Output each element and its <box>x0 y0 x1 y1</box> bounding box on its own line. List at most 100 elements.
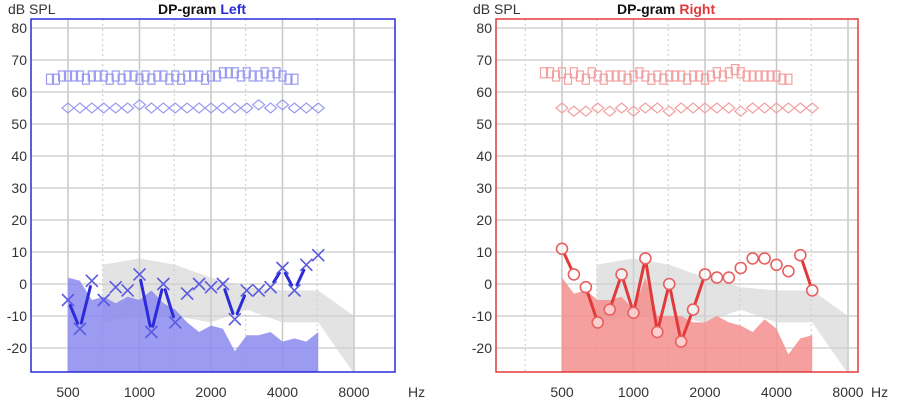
l1-level-marker <box>653 70 662 82</box>
l1-level-marker <box>605 70 614 82</box>
chart-title-ear: Right <box>679 1 715 17</box>
l1-level-marker <box>57 70 67 82</box>
dp-marker-x <box>192 277 206 291</box>
l2-level-marker <box>132 99 147 111</box>
dp-marker-x <box>156 277 170 291</box>
l1-level-marker <box>248 70 257 82</box>
dp-segment <box>139 278 152 328</box>
y-axis-label: dB SPL <box>8 1 56 17</box>
l1-level-marker <box>599 73 608 85</box>
x-unit-label: Hz <box>871 384 888 400</box>
dp-segment <box>163 288 175 319</box>
dp-segment <box>693 278 705 306</box>
l2-level-marker <box>156 102 171 114</box>
dp-marker-circle <box>794 248 807 262</box>
y-tick-label: 10 <box>476 244 492 260</box>
dp-marker-x <box>97 293 111 307</box>
dp-marker-circle <box>674 335 688 348</box>
l1-level-marker <box>218 67 228 79</box>
y-tick-label: -20 <box>472 340 492 356</box>
l1-level-marker <box>766 70 775 82</box>
l1-level-marker <box>688 70 698 82</box>
l1-level-marker <box>736 67 745 79</box>
l1-level-marker <box>718 70 727 82</box>
dp-segment <box>79 285 92 325</box>
l1-level-marker <box>51 73 61 85</box>
dp-segment <box>586 291 598 319</box>
dpgram-right-chart: 80 70 60 50 40 30 20 10 0 -10 -20 500 1000 2000 4000 80… <box>472 1 888 400</box>
l1-level-marker <box>623 73 632 85</box>
dp-marker-circle <box>579 280 593 294</box>
l1-level-marker <box>242 67 251 79</box>
l1-level-marker <box>647 73 656 85</box>
l1-level-marker <box>557 67 567 79</box>
l1-level-marker <box>742 70 751 82</box>
y-tick-label: -20 <box>7 340 27 356</box>
dp-segment <box>272 271 281 284</box>
l1-level-marker <box>694 70 704 82</box>
l2-level-marker <box>251 99 266 111</box>
y-tick-label: 0 <box>19 276 27 292</box>
y-tick-label: 80 <box>476 20 492 36</box>
l1-level-marker <box>236 70 245 82</box>
l1-level-marker <box>683 73 692 85</box>
l2-level-marker <box>674 102 689 114</box>
dp-segment <box>283 271 294 287</box>
l1-level-marker <box>81 73 91 85</box>
l2-level-marker <box>144 102 159 114</box>
dp-marker-circle <box>591 316 605 329</box>
l2-level-marker <box>227 102 242 114</box>
l1-level-marker <box>224 67 233 79</box>
dp-marker-circle <box>770 258 783 272</box>
x-tick-label: 2000 <box>689 384 720 400</box>
dp-marker-x <box>252 283 266 297</box>
l2-level-marker <box>239 102 254 114</box>
plot-area <box>496 19 858 372</box>
l1-level-marker <box>659 73 668 85</box>
dp-marker-x <box>61 293 75 307</box>
dp-marker-x <box>275 261 290 275</box>
l1-level-marker <box>189 70 198 82</box>
dp-marker-x <box>180 287 194 301</box>
l1-level-marker <box>587 67 596 79</box>
dp-marker-x <box>228 312 242 326</box>
l1-level-marker <box>551 70 561 82</box>
l2-level-marker <box>180 102 195 114</box>
dp-segment <box>563 252 573 271</box>
l1-level-marker <box>93 70 102 82</box>
dp-marker-circle <box>746 252 759 265</box>
y-tick-label: 30 <box>11 180 27 196</box>
l1-level-marker <box>111 70 120 82</box>
dp-segment <box>633 262 646 309</box>
l1-level-marker <box>171 70 180 82</box>
dp-marker-x <box>73 322 87 336</box>
y-tick-label: 50 <box>11 116 27 132</box>
l2-level-marker <box>299 102 314 114</box>
dp-marker-circle <box>722 271 736 284</box>
dp-marker-circle <box>805 284 819 297</box>
dp-marker-circle <box>734 261 748 275</box>
l2-level-marker <box>168 102 183 114</box>
l1-level-marker <box>278 70 287 82</box>
dp-marker-x <box>240 283 254 297</box>
x-tick-label: 1000 <box>618 384 649 400</box>
l1-level-marker <box>611 70 620 82</box>
y-tick-label: 40 <box>476 148 492 164</box>
dp-marker-circle <box>627 306 640 320</box>
y-tick-label: -10 <box>472 308 492 324</box>
x-tick-label: 500 <box>56 384 80 400</box>
l1-level-marker <box>575 70 585 82</box>
l1-level-marker <box>272 67 281 79</box>
l1-level-marker <box>177 73 186 85</box>
l2-level-marker <box>578 105 593 117</box>
l1-level-marker <box>123 70 132 82</box>
dp-segment <box>295 268 306 287</box>
dp-marker-x <box>132 267 147 281</box>
dp-marker-circle <box>686 303 700 316</box>
y-tick-label: 70 <box>11 52 27 68</box>
plot-area <box>31 19 395 372</box>
l2-level-marker <box>745 102 760 114</box>
chart-title: DP-gram Left <box>158 1 246 17</box>
l1-level-marker <box>153 70 162 82</box>
dp-marker-circle <box>603 303 617 316</box>
